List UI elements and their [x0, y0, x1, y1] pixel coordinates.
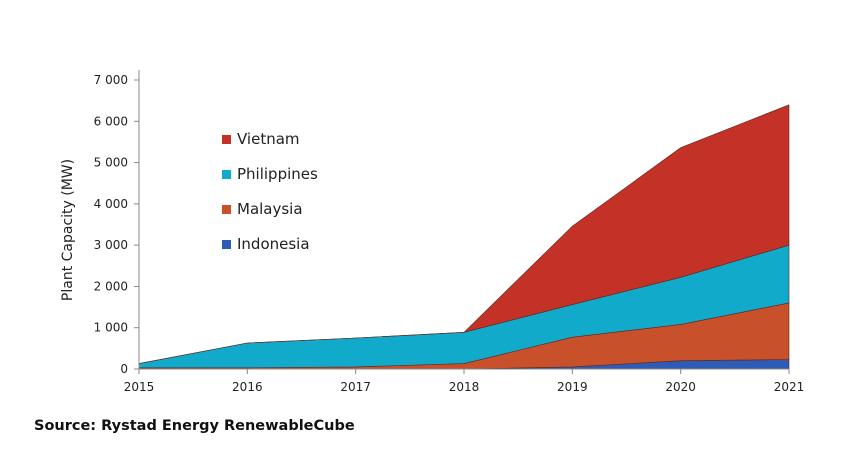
legend-label: Malaysia [237, 200, 303, 218]
x-tick-label: 2018 [449, 380, 480, 394]
source-note: Source: Rystad Energy RenewableCube [34, 418, 355, 434]
y-tick-label: 5 000 [94, 156, 128, 170]
stacked-area-chart: 0 1 000 2 000 3 000 4 000 5 000 6 000 7 000 201… [60, 70, 805, 394]
legend: Vietnam Philippines Malaysia Indonesia [222, 130, 318, 253]
y-tick-label: 0 [120, 362, 128, 376]
x-tick-label: 2015 [124, 380, 155, 394]
legend-swatch [222, 240, 231, 249]
legend-item-philippines: Philippines [222, 165, 318, 183]
axes [134, 70, 790, 374]
legend-label: Philippines [237, 165, 318, 183]
legend-swatch [222, 205, 231, 214]
area-vietnam [138, 104, 790, 364]
x-tick-label: 2017 [340, 380, 371, 394]
legend-swatch [222, 135, 231, 144]
y-tick-label: 3 000 [94, 238, 128, 252]
y-axis-label: Plant Capacity (MW) [60, 159, 76, 301]
legend-item-vietnam: Vietnam [222, 130, 300, 148]
x-tick-label: 2016 [232, 380, 263, 394]
y-tick-label: 6 000 [94, 114, 128, 128]
legend-item-malaysia: Malaysia [222, 200, 303, 218]
y-tick-label: 7 000 [94, 73, 128, 87]
legend-swatch [222, 170, 231, 179]
legend-label: Indonesia [237, 235, 310, 253]
x-tick-label: 2021 [774, 380, 805, 394]
y-tick-labels: 0 1 000 2 000 3 000 4 000 5 000 6 000 7 000 [94, 73, 128, 376]
y-tick-label: 1 000 [94, 321, 128, 335]
y-tick-label: 4 000 [94, 197, 128, 211]
legend-label: Vietnam [237, 130, 300, 148]
legend-item-indonesia: Indonesia [222, 235, 310, 253]
x-tick-labels: 2015 2016 2017 2018 2019 2020 2021 [124, 380, 805, 394]
x-tick-label: 2019 [557, 380, 588, 394]
y-tick-label: 2 000 [94, 279, 128, 293]
x-tick-label: 2020 [665, 380, 696, 394]
area-series-group [138, 104, 790, 370]
